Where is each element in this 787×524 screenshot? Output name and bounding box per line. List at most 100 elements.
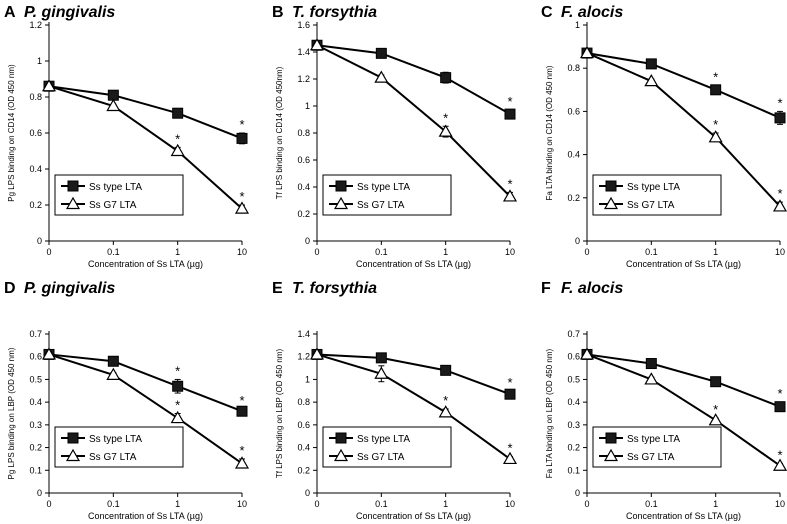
legend-label: Ss type LTA xyxy=(89,434,142,445)
series-line xyxy=(316,353,511,396)
series-line xyxy=(316,353,511,460)
series-line xyxy=(316,44,511,198)
legend: Ss type LTA Ss G7 LTA xyxy=(322,426,452,468)
data-point-square xyxy=(504,388,516,400)
data-point-triangle xyxy=(374,70,389,83)
data-point-square xyxy=(107,89,119,101)
x-tick-label: 0 xyxy=(314,247,319,257)
legend-label: Ss type LTA xyxy=(627,434,680,445)
x-tick-label: 0 xyxy=(584,247,589,257)
y-tick-label: 0.2 xyxy=(567,443,580,453)
chart-panel-f: F F. alocis 0 0.1 0.2 0.3 0.4 0.5 0.6 0.7 0 0.1 1 10 C… xyxy=(541,280,787,521)
panel-title: T. forsythia xyxy=(292,4,377,21)
data-point-triangle xyxy=(106,367,121,380)
y-tick-label: 0.1 xyxy=(29,465,42,475)
legend-marker-square xyxy=(335,180,347,192)
data-point-triangle xyxy=(309,347,325,360)
y-tick-label: 0.5 xyxy=(567,374,580,384)
significance-star: * xyxy=(239,443,244,458)
legend-marker-square xyxy=(67,180,79,192)
y-tick-label: 0.2 xyxy=(29,443,42,453)
y-tick-label: 0.4 xyxy=(29,397,42,407)
panel-letter: B xyxy=(272,4,284,21)
panel-title: P. gingivalis xyxy=(24,280,115,297)
legend-label: Ss type LTA xyxy=(89,182,142,193)
legend: Ss type LTA Ss G7 LTA xyxy=(54,174,184,216)
data-point-triangle xyxy=(41,347,57,360)
legend-label: Ss G7 LTA xyxy=(627,200,675,211)
y-tick-label: 0.2 xyxy=(29,200,42,210)
y-tick-label: 1.6 xyxy=(297,20,310,30)
series-line xyxy=(316,44,511,115)
y-tick-label: 1.2 xyxy=(29,20,42,30)
data-point-triangle xyxy=(579,347,595,360)
y-tick-label: 0.6 xyxy=(297,155,310,165)
y-tick-label: 0.4 xyxy=(567,150,580,160)
y-axis-title: Pg LPS binding on CD14 (OD 450 nm) xyxy=(7,64,16,202)
y-tick-label: 0 xyxy=(575,236,580,246)
x-tick-label: 0.1 xyxy=(107,247,120,257)
y-tick-label: 0 xyxy=(37,236,42,246)
panel-letter: E xyxy=(272,280,283,297)
legend-marker-triangle xyxy=(603,196,619,210)
legend-marker-triangle xyxy=(333,196,349,210)
data-point-triangle xyxy=(170,143,185,157)
significance-star: * xyxy=(713,402,718,417)
series-line xyxy=(586,353,781,467)
panel-title: F. alocis xyxy=(561,4,623,21)
x-tick-label: 10 xyxy=(237,247,247,257)
significance-star: * xyxy=(777,186,782,201)
x-tick-label: 10 xyxy=(505,247,515,257)
y-tick-label: 0.6 xyxy=(567,352,580,362)
x-tick-label: 10 xyxy=(237,499,247,509)
data-point-triangle xyxy=(41,78,57,92)
series-ss-type-lta: ** xyxy=(43,348,248,417)
y-tick-label: 0.2 xyxy=(567,193,580,203)
x-tick-label: 1 xyxy=(175,499,180,509)
y-tick-label: 1 xyxy=(305,374,310,384)
y-tick-label: 0 xyxy=(305,236,310,246)
legend-label: Ss type LTA xyxy=(357,434,410,445)
y-tick-label: 1.2 xyxy=(297,352,310,362)
legend-label: Ss G7 LTA xyxy=(627,452,675,463)
legend-marker-square xyxy=(605,432,617,444)
y-tick-label: 0.2 xyxy=(297,209,310,219)
x-tick-label: 0.1 xyxy=(645,499,658,509)
x-tick-label: 0 xyxy=(584,499,589,509)
significance-star: * xyxy=(239,393,244,408)
series-ss-g7-lta: ** xyxy=(41,347,250,469)
y-tick-label: 1 xyxy=(37,56,42,66)
significance-star: * xyxy=(507,441,512,456)
legend-marker-triangle xyxy=(333,448,349,462)
y-tick-label: 0.8 xyxy=(567,63,580,73)
y-tick-label: 0 xyxy=(575,488,580,498)
series-ss-g7-lta: ** xyxy=(41,78,250,214)
data-point-triangle xyxy=(438,124,453,137)
x-tick-label: 1 xyxy=(713,247,718,257)
significance-star: * xyxy=(713,69,718,84)
x-tick-label: 1 xyxy=(443,247,448,257)
data-point-square xyxy=(440,72,452,84)
significance-star: * xyxy=(175,131,180,146)
legend-label: Ss G7 LTA xyxy=(357,452,405,463)
significance-star: * xyxy=(507,94,512,109)
legend-marker-square xyxy=(605,180,617,192)
legend-marker-triangle xyxy=(65,448,81,462)
data-point-square xyxy=(375,352,387,364)
x-tick-label: 10 xyxy=(775,499,785,509)
series-ss-g7-lta: ** xyxy=(309,38,518,202)
y-tick-label: 0.1 xyxy=(567,465,580,475)
data-point-square xyxy=(504,108,516,120)
x-axis-title: Concentration of Ss LTA (µg) xyxy=(626,259,741,269)
panel-letter: A xyxy=(4,4,16,21)
data-point-triangle xyxy=(438,405,453,418)
chart-panel-e: E T. forsythia 0 0.2 0.4 0.6 0.8 1 1.2 1.4 0 0.1 1 10… xyxy=(272,280,518,521)
legend-marker-square xyxy=(67,432,79,444)
y-tick-label: 1 xyxy=(305,101,310,111)
panel-letter: D xyxy=(4,280,16,297)
series-line xyxy=(48,85,243,140)
x-tick-label: 0 xyxy=(46,499,51,509)
legend: Ss type LTA Ss G7 LTA xyxy=(592,174,722,216)
x-axis-title: Concentration of Ss LTA (µg) xyxy=(356,259,471,269)
